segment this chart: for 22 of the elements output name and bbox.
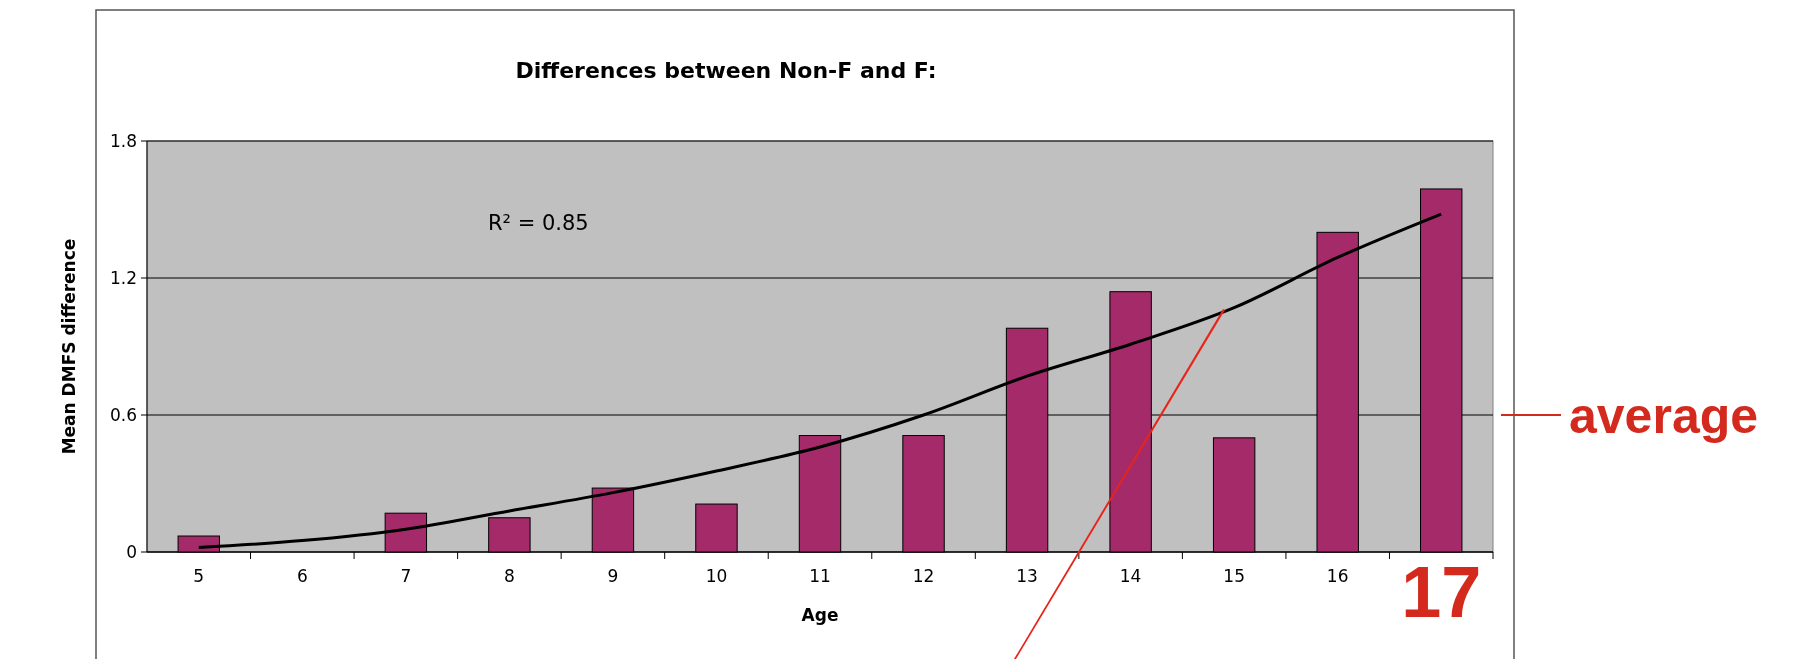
y-tick-label: 1.2 <box>109 267 137 288</box>
x-tick-label: 15 <box>1223 566 1245 586</box>
x-tick-label: 12 <box>912 566 935 586</box>
x-tick-label: 17 <box>1401 552 1482 632</box>
x-tick-label: 6 <box>296 566 308 586</box>
x-tick-label: 7 <box>400 566 412 586</box>
y-tick-label: 0 <box>126 541 137 562</box>
y-tick-label: 0.6 <box>109 404 137 425</box>
y-tick-label: 1.8 <box>109 130 137 151</box>
annotation: R² = 0.85 <box>488 211 589 235</box>
x-tick-label: 14 <box>1119 566 1142 586</box>
y-axis-title: Mean DMFS difference <box>59 238 79 455</box>
x-tick-label: 5 <box>193 566 205 586</box>
x-tick-label: 13 <box>1016 566 1038 586</box>
x-tick-label: 11 <box>809 566 831 586</box>
x-tick-label: 16 <box>1326 566 1349 586</box>
chart-title: Differences between Non-F and F: <box>515 58 937 83</box>
x-tick-label: 9 <box>607 566 619 586</box>
x-tick-label: 8 <box>503 566 515 586</box>
x-axis-title: Age <box>801 605 839 625</box>
ref-line-label: average <box>1569 387 1759 444</box>
x-tick-label: 10 <box>705 566 728 586</box>
